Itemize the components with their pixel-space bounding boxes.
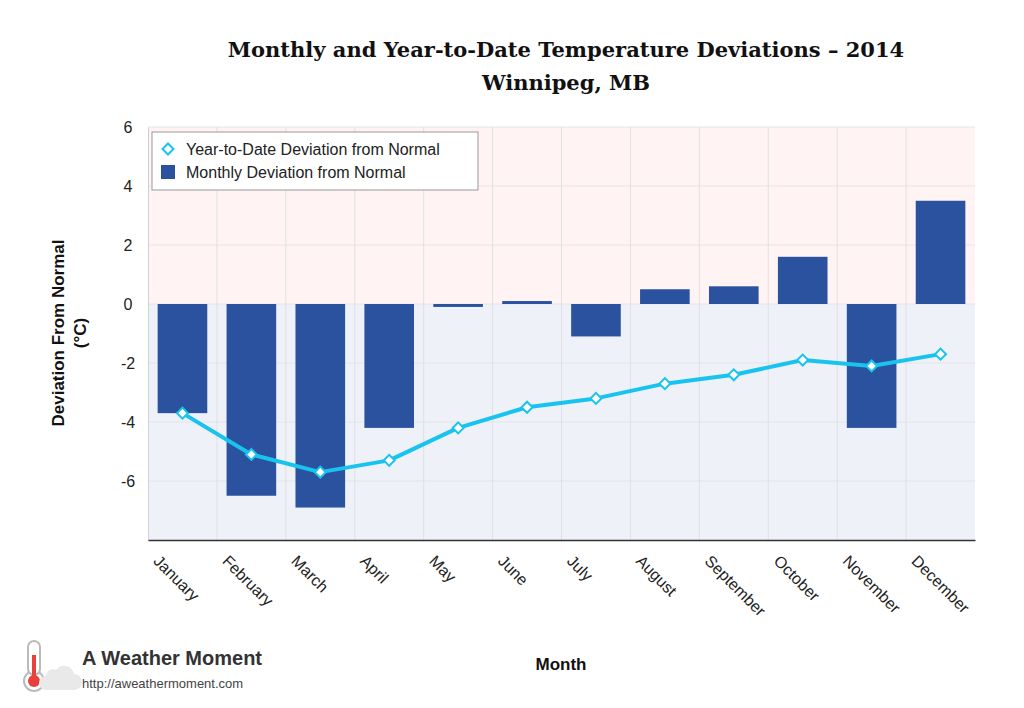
legend-label: Year-to-Date Deviation from Normal: [186, 141, 440, 158]
x-tick: September: [702, 540, 770, 620]
y-tick-label: 6: [124, 119, 133, 136]
y-tick: 2: [124, 237, 148, 254]
y-tick-label: -2: [121, 355, 135, 372]
y-tick: 6: [124, 119, 148, 136]
subtitle: Winnipeg, MB: [481, 70, 650, 95]
x-tick-label: February: [219, 552, 276, 609]
legend-marker: [163, 144, 174, 155]
category-separator: [768, 127, 769, 540]
y-tick-label: -4: [121, 414, 135, 431]
line: [182, 354, 940, 472]
x-tick: March: [288, 540, 331, 596]
legend-box: [152, 132, 478, 190]
legend-swatch: [161, 165, 175, 179]
y-axis-line: [148, 128, 149, 541]
logo-cloud: [39, 666, 82, 690]
legend: Year-to-Date Deviation from Normal Monthl…: [152, 132, 478, 190]
marker: [315, 467, 326, 478]
x-tick-label: August: [633, 552, 681, 600]
y-tick-label: 0: [124, 296, 133, 313]
x-axis: January February March April May June July Augu…: [149, 540, 976, 620]
category-separator: [837, 127, 838, 540]
x-tick-label: October: [771, 552, 824, 605]
x-tick: April: [357, 540, 392, 587]
category-separator: [699, 127, 700, 540]
bar: [916, 201, 966, 304]
line-series: [177, 349, 946, 478]
marker: [659, 378, 670, 389]
bar: [640, 289, 690, 304]
category-separator: [492, 127, 493, 540]
y-tick: -4: [121, 414, 148, 431]
marker: [866, 360, 877, 371]
x-tick-label: September: [702, 552, 770, 620]
bar: [571, 304, 621, 336]
y-tick: 0: [124, 296, 148, 313]
branding: A Weather Moment http://aweathermoment.co…: [24, 641, 262, 691]
marker: [384, 455, 395, 466]
x-tick: October: [771, 540, 824, 605]
logo-mercury: [32, 655, 36, 679]
category-separator: [561, 127, 562, 540]
bar: [158, 304, 208, 413]
x-tick-label: June: [495, 552, 532, 589]
chart: -6 -4 -2 0 2 4 6 January February March April May Ju…: [0, 0, 1024, 708]
category-separator: [906, 127, 907, 540]
x-tick-label: January: [150, 552, 202, 604]
y-tick: -6: [121, 473, 148, 490]
marker: [246, 449, 257, 460]
y-tick-label: -6: [121, 473, 135, 490]
x-tick: January: [150, 540, 202, 604]
x-tick: February: [219, 540, 276, 609]
marker: [453, 422, 464, 433]
y-tick-label: 4: [124, 178, 133, 195]
bar: [433, 304, 483, 307]
grid: [148, 127, 975, 540]
brand-name: A Weather Moment: [82, 647, 262, 669]
marker: [522, 402, 533, 413]
x-tick-label: May: [426, 552, 459, 585]
bar: [295, 304, 345, 508]
x-tick: May: [426, 540, 459, 586]
x-tick: November: [840, 540, 905, 617]
marker: [797, 355, 808, 366]
x-tick: June: [495, 540, 532, 589]
marker: [177, 408, 188, 419]
bar: [502, 301, 552, 304]
bar: [709, 286, 759, 304]
title: Monthly and Year-to-Date Temperature Dev…: [228, 37, 904, 62]
y-tick: -2: [121, 355, 148, 372]
x-tick-label: March: [288, 552, 331, 595]
y-tick: 4: [124, 178, 148, 195]
marker: [728, 369, 739, 380]
y-axis: -6 -4 -2 0 2 4 6: [121, 119, 149, 541]
category-separator: [630, 127, 631, 540]
x-axis-title: Month: [536, 655, 587, 674]
bar: [778, 257, 828, 304]
x-tick-label: July: [564, 552, 596, 584]
x-axis-line: [149, 540, 976, 542]
x-tick: August: [633, 540, 681, 600]
y-axis-title: Deviation From Normal(°C): [49, 239, 89, 426]
bar: [364, 304, 414, 428]
y-tick-label: 2: [124, 237, 133, 254]
legend-label: Monthly Deviation from Normal: [186, 164, 406, 181]
bar: [227, 304, 277, 496]
x-tick-label: December: [908, 552, 973, 617]
brand-url: http://aweathermoment.com: [82, 676, 243, 691]
x-tick-label: November: [840, 552, 905, 617]
marker: [935, 349, 946, 360]
plot-marks: [158, 201, 966, 508]
x-tick-label: April: [357, 552, 392, 587]
bar-series: [158, 201, 966, 508]
x-tick: December: [908, 540, 973, 617]
x-tick: July: [564, 540, 596, 584]
marker: [590, 393, 601, 404]
